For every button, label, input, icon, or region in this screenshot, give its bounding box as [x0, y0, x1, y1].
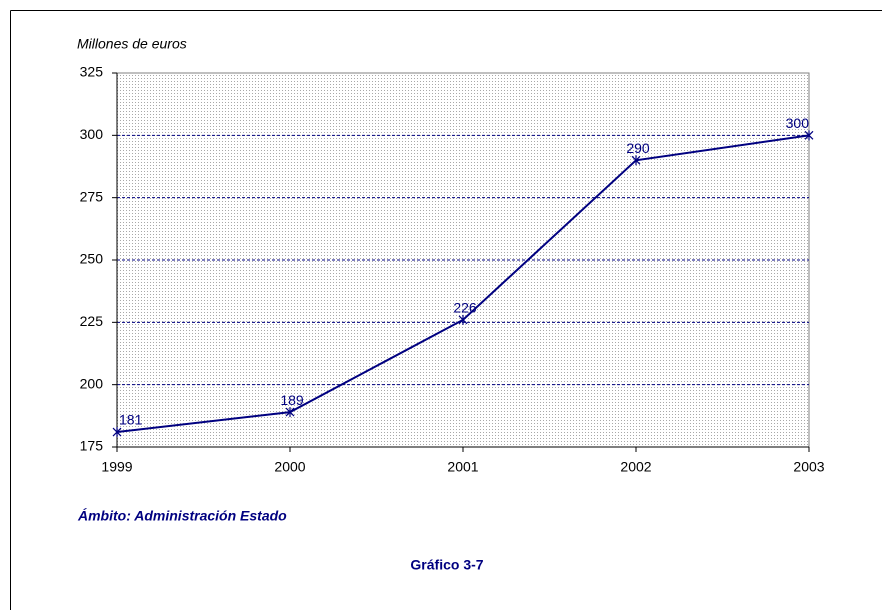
x-tick-label: 2000 — [274, 459, 305, 475]
subtitle: Ámbito: Administración Estado — [77, 508, 287, 524]
y-axis-label: Millones de euros — [77, 36, 187, 52]
y-tick-label: 200 — [80, 375, 104, 391]
data-label: 290 — [626, 140, 650, 156]
marker — [631, 155, 641, 166]
marker — [112, 427, 122, 438]
x-tick-label: 2001 — [447, 459, 478, 475]
x-tick-label: 1999 — [101, 459, 132, 475]
caption: Gráfico 3-7 — [410, 557, 483, 573]
y-tick-label: 175 — [80, 438, 104, 454]
y-tick-label: 300 — [80, 126, 104, 142]
marker — [285, 407, 295, 418]
x-tick-label: 2003 — [793, 459, 824, 475]
y-tick-label: 275 — [80, 188, 104, 204]
marker — [458, 314, 468, 325]
marker — [804, 130, 814, 141]
data-label: 226 — [453, 300, 477, 316]
y-tick-label: 250 — [80, 251, 104, 267]
y-tick-label: 325 — [80, 64, 104, 80]
x-tick-label: 2002 — [620, 459, 651, 475]
data-label: 300 — [786, 115, 810, 131]
y-tick-label: 225 — [80, 313, 104, 329]
data-label: 181 — [119, 412, 143, 428]
data-label: 189 — [280, 392, 304, 408]
